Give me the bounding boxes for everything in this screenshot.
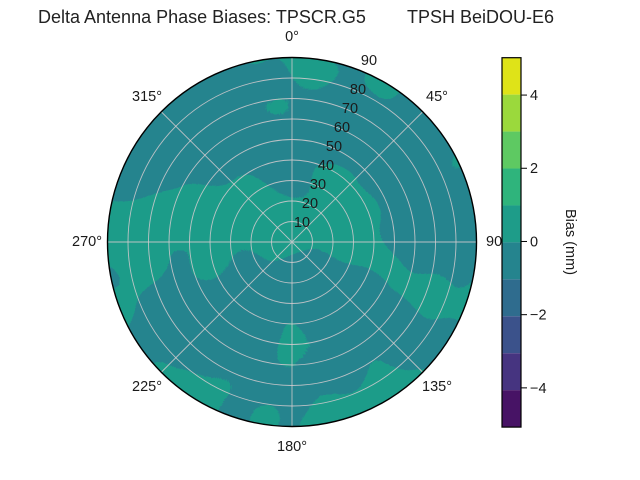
svg-text:80: 80 bbox=[350, 82, 366, 98]
svg-text:30: 30 bbox=[310, 177, 326, 193]
svg-text:50: 50 bbox=[326, 139, 342, 155]
svg-text:−2: −2 bbox=[530, 308, 547, 324]
svg-text:−4: −4 bbox=[530, 381, 547, 397]
svg-text:20: 20 bbox=[302, 196, 318, 212]
svg-text:315°: 315° bbox=[132, 89, 162, 105]
svg-text:135°: 135° bbox=[422, 379, 452, 395]
svg-text:270°: 270° bbox=[72, 234, 102, 250]
svg-text:45°: 45° bbox=[426, 89, 448, 105]
svg-text:0°: 0° bbox=[285, 29, 299, 45]
svg-text:40: 40 bbox=[318, 158, 334, 174]
svg-text:180°: 180° bbox=[277, 439, 307, 455]
svg-text:2: 2 bbox=[530, 161, 538, 177]
svg-text:0: 0 bbox=[530, 234, 538, 250]
svg-text:90: 90 bbox=[361, 53, 377, 69]
svg-text:10: 10 bbox=[294, 215, 310, 231]
svg-text:225°: 225° bbox=[132, 379, 162, 395]
svg-text:4: 4 bbox=[530, 88, 538, 104]
svg-text:Bias (mm): Bias (mm) bbox=[562, 209, 578, 275]
svg-text:70: 70 bbox=[342, 101, 358, 117]
svg-text:60: 60 bbox=[334, 120, 350, 136]
